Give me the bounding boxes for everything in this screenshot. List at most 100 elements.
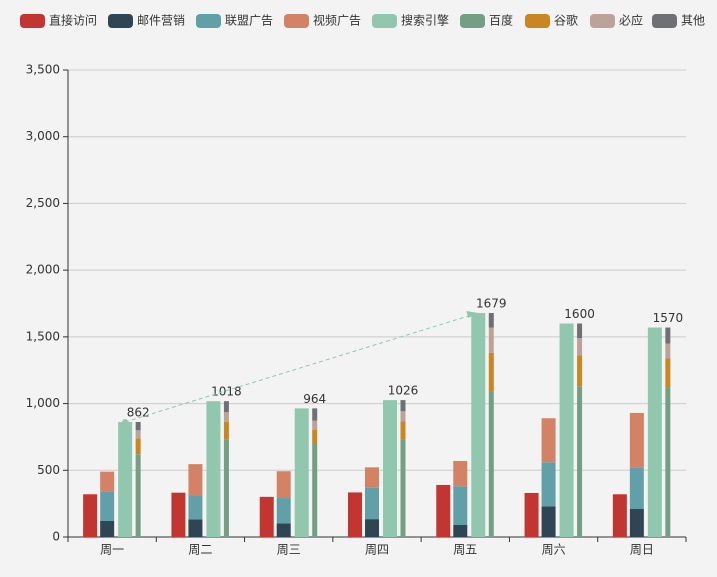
x-tick-label: 周五	[453, 543, 477, 557]
data-label: 1018	[211, 385, 242, 399]
x-tick-label: 周二	[188, 543, 212, 557]
bar	[312, 408, 318, 421]
bar	[259, 496, 274, 537]
data-label: 1026	[388, 384, 419, 398]
data-label: 862	[127, 405, 150, 419]
bar	[223, 401, 229, 413]
bar	[348, 492, 362, 537]
bar	[665, 327, 671, 344]
bar	[365, 519, 379, 537]
y-tick-label: 500	[37, 463, 60, 477]
bar	[577, 355, 583, 387]
mark-line-start	[122, 418, 129, 425]
x-tick-label: 周三	[277, 543, 301, 557]
y-tick-label: 3,500	[26, 63, 60, 77]
bar	[312, 429, 318, 444]
bar	[400, 421, 406, 440]
bar	[488, 312, 494, 328]
bar	[647, 327, 662, 537]
mark-line-arrow	[466, 310, 479, 318]
bar	[365, 467, 379, 488]
bar	[188, 495, 203, 520]
bar	[135, 438, 141, 455]
bar	[612, 494, 627, 537]
legend-label: 谷歌	[554, 13, 578, 28]
mark-line	[124, 312, 479, 423]
data-label: 1600	[564, 307, 595, 321]
legend-label: 视频广告	[313, 13, 361, 28]
bar	[83, 494, 98, 537]
bar	[541, 506, 556, 537]
legend-swatch	[284, 14, 309, 28]
bar	[488, 391, 494, 537]
bar	[453, 524, 468, 537]
legend-label: 邮件营销	[137, 14, 185, 28]
bar	[276, 498, 291, 524]
bar	[188, 519, 203, 537]
bar	[453, 486, 468, 525]
legend-swatch	[196, 14, 221, 28]
bar	[488, 327, 494, 353]
legend-swatch	[525, 14, 550, 28]
legend-swatch	[108, 14, 133, 28]
bar	[135, 454, 141, 537]
legend-label: 直接访问	[49, 13, 97, 28]
y-tick-label: 0	[52, 530, 60, 544]
bar	[436, 484, 451, 537]
x-tick-label: 周六	[542, 543, 566, 557]
legend-label: 其他	[681, 14, 705, 28]
legend-label: 百度	[489, 13, 513, 28]
legend-swatch	[20, 14, 45, 28]
bar	[665, 343, 671, 359]
bar	[135, 421, 141, 431]
bar	[223, 439, 229, 537]
legend-swatch	[372, 14, 397, 28]
legend-label: 必应	[619, 13, 643, 28]
bar	[276, 523, 291, 537]
y-tick-label: 1,500	[26, 329, 60, 343]
x-tick-label: 周日	[630, 543, 654, 557]
data-label: 964	[303, 392, 326, 406]
bar	[312, 420, 318, 430]
bar	[629, 412, 644, 468]
y-tick-label: 2,000	[26, 263, 60, 277]
bar	[400, 411, 406, 422]
bar	[100, 491, 115, 521]
bar	[471, 312, 486, 537]
bar	[665, 358, 671, 388]
bar	[294, 408, 309, 537]
data-label: 1679	[476, 296, 507, 310]
legend-label: 联盟广告	[225, 14, 273, 28]
legend-swatch	[460, 14, 485, 28]
bar	[383, 400, 397, 537]
bar	[453, 460, 468, 487]
bar	[400, 400, 406, 412]
data-label: 1570	[653, 311, 684, 325]
bar	[577, 338, 583, 356]
y-tick-label: 1,000	[26, 396, 60, 410]
bar	[171, 492, 186, 537]
bar	[276, 471, 291, 499]
y-tick-label: 3,000	[26, 129, 60, 143]
bar	[488, 352, 494, 392]
legend-swatch	[590, 14, 615, 28]
legend-label: 搜索引擎	[401, 13, 449, 28]
bar	[629, 508, 644, 537]
bar	[312, 443, 318, 537]
x-tick-label: 周四	[365, 543, 389, 557]
bar	[665, 387, 671, 537]
bar	[629, 467, 644, 509]
bar	[118, 421, 133, 537]
bar	[577, 386, 583, 537]
bar	[223, 421, 229, 440]
bar	[524, 492, 539, 537]
bar	[135, 430, 141, 439]
bar	[559, 323, 574, 537]
bar	[188, 464, 203, 496]
bar	[100, 520, 115, 537]
legend-swatch	[652, 14, 677, 28]
bar	[541, 418, 556, 463]
y-tick-label: 2,500	[26, 196, 60, 210]
bar	[223, 412, 229, 422]
